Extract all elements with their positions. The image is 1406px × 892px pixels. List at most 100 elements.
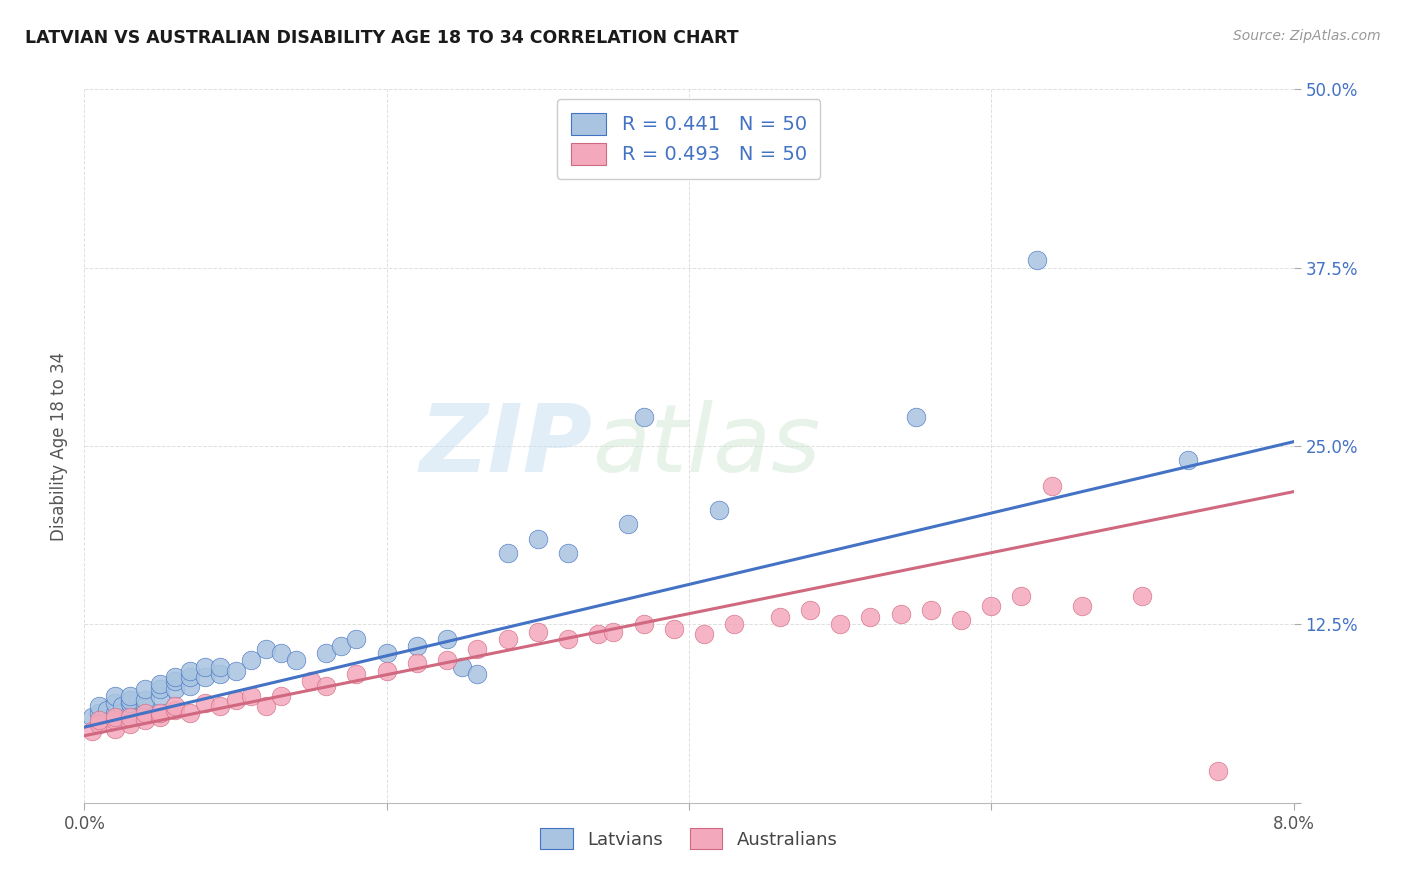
Point — [1025, 253, 1047, 268]
Legend: Latvians, Australians: Latvians, Australians — [531, 819, 846, 858]
Point — [950, 613, 973, 627]
Point — [165, 670, 187, 684]
Y-axis label: Disability Age 18 to 34: Disability Age 18 to 34 — [49, 351, 67, 541]
Point — [436, 632, 458, 646]
Point — [693, 627, 716, 641]
Point — [830, 617, 852, 632]
Point — [299, 674, 322, 689]
Point — [375, 665, 398, 679]
Text: Source: ZipAtlas.com: Source: ZipAtlas.com — [1233, 29, 1381, 43]
Point — [859, 610, 882, 624]
Point — [134, 713, 156, 727]
Point — [104, 713, 127, 727]
Point — [89, 713, 111, 727]
Point — [134, 706, 156, 720]
Point — [239, 653, 262, 667]
Point — [209, 698, 232, 713]
Point — [165, 703, 187, 717]
Point — [496, 546, 519, 560]
Point — [799, 603, 821, 617]
Point — [315, 646, 337, 660]
Point — [179, 665, 201, 679]
Point — [633, 617, 655, 632]
Point — [179, 706, 201, 720]
Point — [496, 632, 519, 646]
Point — [118, 710, 141, 724]
Point — [89, 698, 111, 713]
Point — [285, 653, 308, 667]
Point — [270, 646, 292, 660]
Point — [179, 679, 201, 693]
Point — [709, 503, 731, 517]
Point — [104, 696, 127, 710]
Point — [315, 679, 337, 693]
Text: atlas: atlas — [592, 401, 821, 491]
Point — [557, 632, 579, 646]
Point — [118, 706, 141, 720]
Point — [149, 677, 172, 691]
Point — [633, 410, 655, 425]
Point — [194, 696, 217, 710]
Point — [149, 681, 172, 696]
Point — [149, 710, 172, 724]
Point — [96, 703, 118, 717]
Point — [254, 698, 277, 713]
Point — [118, 689, 141, 703]
Point — [179, 670, 201, 684]
Text: LATVIAN VS AUSTRALIAN DISABILITY AGE 18 TO 34 CORRELATION CHART: LATVIAN VS AUSTRALIAN DISABILITY AGE 18 … — [25, 29, 740, 46]
Point — [527, 532, 550, 546]
Point — [239, 689, 262, 703]
Point — [104, 710, 127, 724]
Point — [134, 693, 156, 707]
Point — [436, 653, 458, 667]
Point — [209, 667, 232, 681]
Point — [406, 656, 429, 670]
Point — [165, 674, 187, 689]
Point — [904, 410, 927, 425]
Point — [118, 717, 141, 731]
Point — [104, 689, 127, 703]
Point — [1011, 589, 1033, 603]
Point — [80, 710, 103, 724]
Point — [89, 706, 111, 720]
Point — [209, 660, 232, 674]
Point — [527, 624, 550, 639]
Point — [80, 724, 103, 739]
Point — [467, 641, 489, 656]
Point — [165, 698, 187, 713]
Point — [406, 639, 429, 653]
Point — [134, 681, 156, 696]
Point — [149, 706, 172, 720]
Point — [375, 646, 398, 660]
Text: ZIP: ZIP — [419, 400, 592, 492]
Point — [111, 698, 134, 713]
Point — [662, 622, 685, 636]
Point — [723, 617, 745, 632]
Point — [225, 693, 247, 707]
Point — [194, 670, 217, 684]
Point — [225, 665, 247, 679]
Point — [118, 696, 141, 710]
Point — [149, 689, 172, 703]
Point — [588, 627, 610, 641]
Point — [104, 722, 127, 736]
Point — [134, 698, 156, 713]
Point — [769, 610, 792, 624]
Point — [346, 667, 368, 681]
Point — [270, 689, 292, 703]
Point — [194, 660, 217, 674]
Point — [104, 706, 127, 720]
Point — [1040, 479, 1063, 493]
Point — [254, 641, 277, 656]
Point — [602, 624, 624, 639]
Point — [980, 599, 1002, 613]
Point — [1132, 589, 1154, 603]
Point — [617, 517, 640, 532]
Point — [890, 607, 912, 622]
Point — [118, 693, 141, 707]
Point — [467, 667, 489, 681]
Point — [1177, 453, 1199, 467]
Point — [1206, 764, 1229, 779]
Point — [89, 717, 111, 731]
Point — [330, 639, 353, 653]
